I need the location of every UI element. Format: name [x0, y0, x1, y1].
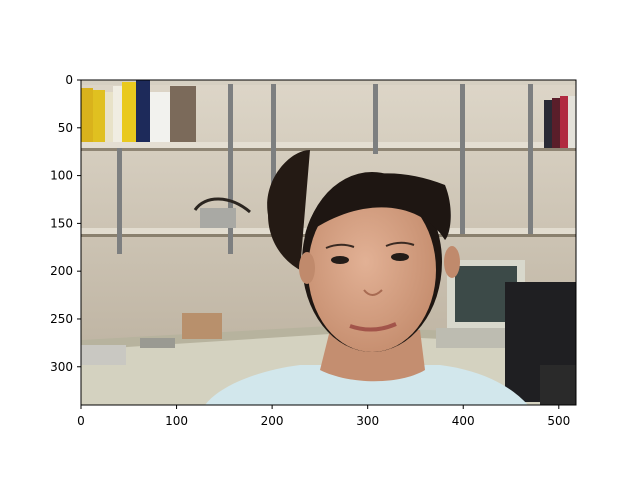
- y-tick-label: 150: [50, 216, 73, 230]
- x-tick-label: 500: [547, 414, 570, 428]
- x-tick-label: 400: [452, 414, 475, 428]
- axes-frame: [80, 79, 577, 406]
- shelf-device: [193, 197, 251, 228]
- x-axis: 0 100 200 300 400 500: [77, 405, 570, 428]
- y-tick-label: 250: [50, 312, 73, 326]
- y-axis: 0 50 100 150 200 250 300: [50, 73, 81, 374]
- x-tick-label: 100: [165, 414, 188, 428]
- books: [81, 80, 576, 148]
- x-tick-label: 0: [77, 414, 85, 428]
- y-tick-label: 0: [65, 73, 73, 87]
- y-tick-label: 50: [58, 121, 73, 135]
- crt-monitor: [436, 260, 576, 405]
- photo: [81, 80, 576, 405]
- person-portrait: [205, 150, 528, 405]
- y-tick-label: 200: [50, 264, 73, 278]
- y-tick-label: 100: [50, 169, 73, 183]
- x-tick-label: 200: [261, 414, 284, 428]
- y-tick-label: 300: [50, 360, 73, 374]
- x-tick-label: 300: [356, 414, 379, 428]
